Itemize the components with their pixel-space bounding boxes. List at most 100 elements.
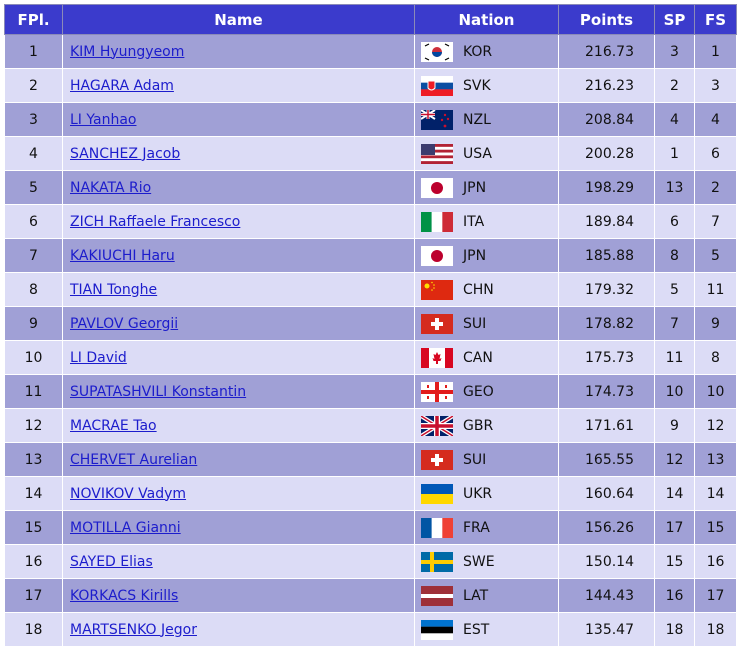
skater-link[interactable]: SUPATASHVILI Konstantin	[70, 383, 247, 400]
column-header: FS	[694, 4, 737, 35]
free-skate-rank: 11	[694, 272, 737, 307]
skater-link[interactable]: NOVIKOV Vadym	[70, 485, 187, 502]
points: 160.64	[558, 476, 655, 511]
skater-link[interactable]: SANCHEZ Jacob	[70, 145, 181, 162]
result-row: 7 KAKIUCHI Haru JPN 185.88 8 5	[4, 238, 737, 273]
short-program-rank: 12	[654, 442, 695, 477]
skater-cell: HAGARA Adam	[62, 68, 415, 103]
placement: 16	[4, 544, 63, 579]
skater-link[interactable]: ZICH Raffaele Francesco	[70, 213, 241, 230]
nation-cell: GBR	[414, 408, 559, 443]
short-program-rank: 2	[654, 68, 695, 103]
skater-link[interactable]: SAYED Elias	[70, 553, 153, 570]
placement: 9	[4, 306, 63, 341]
placement: 2	[4, 68, 63, 103]
nation-cell: NZL	[414, 102, 559, 137]
flag	[421, 177, 453, 198]
skater-cell: CHERVET Aurelian	[62, 442, 415, 477]
short-program-rank: 17	[654, 510, 695, 545]
short-program-rank: 13	[654, 170, 695, 205]
free-skate-rank: 12	[694, 408, 737, 443]
skater-link[interactable]: CHERVET Aurelian	[70, 451, 198, 468]
points: 171.61	[558, 408, 655, 443]
skater-link[interactable]: KAKIUCHI Haru	[70, 247, 175, 264]
free-skate-rank: 3	[694, 68, 737, 103]
placement: 7	[4, 238, 63, 273]
free-skate-rank: 8	[694, 340, 737, 375]
result-row: 12 MACRAE Tao GBR 171.61 9 12	[4, 408, 737, 443]
skater-link[interactable]: KORKACS Kirills	[70, 587, 179, 604]
free-skate-rank: 18	[694, 612, 737, 647]
column-header: Points	[558, 4, 655, 35]
skater-link[interactable]: LI Yanhao	[70, 111, 137, 128]
result-row: 16 SAYED Elias SWE 150.14 15 16	[4, 544, 737, 579]
skater-link[interactable]: KIM Hyungyeom	[70, 43, 185, 60]
short-program-rank: 10	[654, 374, 695, 409]
skater-link[interactable]: MOTILLA Gianni	[70, 519, 181, 536]
points: 135.47	[558, 612, 655, 647]
placement: 1	[4, 34, 63, 69]
points: 198.29	[558, 170, 655, 205]
points: 174.73	[558, 374, 655, 409]
free-skate-rank: 6	[694, 136, 737, 171]
result-row: 11 SUPATASHVILI Konstantin GEO 174.73 10 10	[4, 374, 737, 409]
free-skate-rank: 16	[694, 544, 737, 579]
skater-link[interactable]: PAVLOV Georgii	[70, 315, 179, 332]
result-row: 9 PAVLOV Georgii SUI 178.82 7 9	[4, 306, 737, 341]
skater-link[interactable]: HAGARA Adam	[70, 77, 174, 94]
short-program-rank: 18	[654, 612, 695, 647]
placement: 14	[4, 476, 63, 511]
nation-code: EST	[463, 621, 490, 638]
flag	[421, 75, 453, 96]
result-row: 17 KORKACS Kirills LAT 144.43 16 17	[4, 578, 737, 613]
placement: 3	[4, 102, 63, 137]
nation-code: FRA	[463, 519, 490, 536]
free-skate-rank: 15	[694, 510, 737, 545]
skater-cell: SANCHEZ Jacob	[62, 136, 415, 171]
skater-cell: KAKIUCHI Haru	[62, 238, 415, 273]
result-row: 5 NAKATA Rio JPN 198.29 13 2	[4, 170, 737, 205]
skater-link[interactable]: MARTSENKO Jegor	[70, 621, 197, 638]
column-header: FPl.	[4, 4, 63, 35]
skater-cell: LI Yanhao	[62, 102, 415, 137]
skater-cell: KIM Hyungyeom	[62, 34, 415, 69]
short-program-rank: 14	[654, 476, 695, 511]
points: 156.26	[558, 510, 655, 545]
short-program-rank: 6	[654, 204, 695, 239]
skater-link[interactable]: MACRAE Tao	[70, 417, 157, 434]
nation-cell: ITA	[414, 204, 559, 239]
nation-code: LAT	[463, 587, 489, 604]
points: 185.88	[558, 238, 655, 273]
nation-cell: JPN	[414, 238, 559, 273]
skater-link[interactable]: TIAN Tonghe	[70, 281, 158, 298]
flag	[421, 347, 454, 368]
nation-cell: SVK	[414, 68, 559, 103]
placement: 15	[4, 510, 63, 545]
points: 175.73	[558, 340, 655, 375]
flag	[421, 551, 453, 572]
nation-cell: EST	[414, 612, 559, 647]
nation-cell: CAN	[414, 340, 559, 375]
column-header: SP	[654, 4, 695, 35]
flag	[420, 108, 453, 130]
short-program-rank: 15	[654, 544, 695, 579]
flag	[421, 585, 453, 606]
free-skate-rank: 7	[694, 204, 737, 239]
nation-code: GBR	[463, 417, 494, 434]
skater-cell: MOTILLA Gianni	[62, 510, 415, 545]
column-header: Nation	[414, 4, 559, 35]
points: 178.82	[558, 306, 655, 341]
nation-code: CHN	[463, 281, 494, 298]
placement: 18	[4, 612, 63, 647]
nation-code: KOR	[463, 43, 493, 60]
result-row: 14 NOVIKOV Vadym UKR 160.64 14 14	[4, 476, 737, 511]
skater-link[interactable]: LI David	[70, 349, 127, 366]
short-program-rank: 3	[654, 34, 695, 69]
nation-cell: LAT	[414, 578, 559, 613]
skater-cell: TIAN Tonghe	[62, 272, 415, 307]
free-skate-rank: 13	[694, 442, 737, 477]
skater-link[interactable]: NAKATA Rio	[70, 179, 152, 196]
placement: 4	[4, 136, 63, 171]
skater-cell: PAVLOV Georgii	[62, 306, 415, 341]
points: 179.32	[558, 272, 655, 307]
